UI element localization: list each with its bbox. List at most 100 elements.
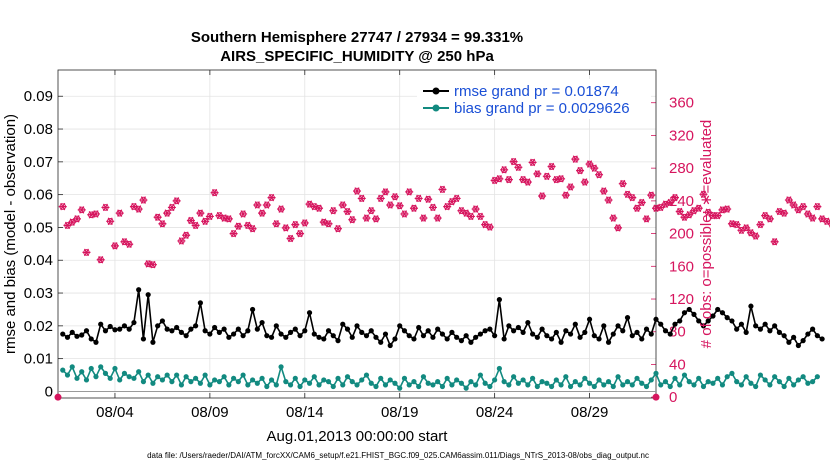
obs-evaluated-point (471, 205, 480, 213)
obs-evaluated-point (158, 220, 167, 228)
rmse-point (411, 336, 417, 342)
y-tick-label: 0.09 (24, 88, 53, 105)
y-tick-label: 0.04 (24, 252, 53, 269)
obs-evaluated-point (424, 195, 433, 204)
bias-point (330, 383, 336, 390)
rmse-point (249, 306, 256, 313)
obs-evaluated-point (557, 175, 566, 183)
y2-tick-label: 160 (669, 258, 694, 275)
obs-count-series (54, 155, 830, 401)
rmse-point (416, 324, 422, 331)
obs-evaluated-point (234, 222, 243, 230)
rmse-point (473, 334, 479, 340)
bias-point (686, 379, 692, 385)
rmse-point (553, 329, 559, 335)
obs-evaluated-point (353, 187, 361, 195)
obs-evaluated-point (576, 166, 585, 175)
rmse-point (207, 331, 213, 337)
y2-tick-label: 200 (669, 226, 694, 243)
obs-evaluated-point (348, 215, 357, 224)
bias-point (102, 370, 109, 376)
obs-evaluated-point (784, 196, 793, 204)
rmse-point (800, 338, 806, 344)
bias-point (477, 372, 483, 378)
bias-point (283, 379, 289, 385)
rmse-point (753, 323, 759, 329)
rmse-point (572, 321, 578, 327)
rmse-point (672, 321, 678, 327)
bias-point (463, 385, 469, 391)
bias-point (715, 375, 721, 381)
obs-evaluated-point (229, 229, 238, 238)
obs-zero-marker-left (54, 393, 62, 401)
rmse-point (634, 329, 640, 335)
rmse-point (530, 331, 536, 337)
rmse-point (786, 339, 792, 345)
rmse-point (79, 332, 85, 338)
bias-point (648, 377, 654, 383)
rmse-point (69, 329, 75, 335)
bias-point (435, 379, 441, 385)
rmse-point (686, 306, 692, 313)
bias-point (325, 379, 332, 385)
rmse-point (278, 331, 284, 337)
bias-point (231, 375, 237, 381)
bias-point (235, 379, 241, 385)
obs-evaluated-point (675, 207, 684, 216)
rmse-point (368, 328, 374, 334)
obs-evaluated-point (481, 220, 490, 229)
bias-point (397, 385, 403, 391)
rmse-point (482, 328, 488, 334)
obs-evaluated-point (106, 217, 115, 226)
plot-frame (57, 69, 657, 399)
obs-evaluated-point (376, 194, 385, 203)
rmse-point (231, 331, 237, 337)
bias-point (786, 375, 792, 381)
obs-evaluated-point (580, 178, 589, 186)
obs-evaluated-point (699, 190, 708, 199)
obs-evaluated-point (794, 206, 803, 214)
bias-point (605, 379, 612, 385)
obs-evaluated-point (72, 215, 81, 223)
rmse-point (795, 342, 801, 349)
rmse-point (297, 333, 303, 339)
bias-point (643, 383, 650, 390)
obs-evaluated-point (414, 194, 423, 203)
bias-point (620, 382, 626, 388)
rmse-point (382, 331, 389, 337)
bias-point (178, 382, 184, 388)
rmse-point (169, 328, 175, 334)
bias-point (734, 379, 740, 385)
obs-zero-marker-right (652, 393, 660, 401)
obs-evaluated-point (514, 163, 523, 172)
obs-evaluated-point (253, 201, 262, 209)
bias-point (558, 382, 564, 388)
obs-evaluated-point (528, 158, 537, 167)
bias-point (411, 379, 417, 385)
obs-evaluated-point (272, 220, 281, 228)
rmse-point (444, 336, 450, 342)
bias-point (278, 364, 284, 370)
obs-evaluated-point (495, 175, 504, 183)
x-tick-label: 08/29 (571, 404, 609, 421)
y2-tick-label: 0 (669, 389, 677, 406)
bias-point (74, 375, 80, 381)
obs-evaluated-point (538, 192, 547, 200)
rmse-point (344, 326, 351, 332)
rmse-point (781, 333, 787, 339)
bias-point (207, 382, 213, 388)
obs-evaluated-point (110, 242, 119, 250)
rmse-bias-series (58, 287, 825, 392)
obs-evaluated-point (457, 206, 466, 215)
bias-point (79, 369, 85, 375)
bias-point (515, 380, 521, 386)
bias-point (639, 380, 645, 386)
y-tick-label: 0.02 (24, 318, 53, 335)
obs-evaluated-point (780, 209, 789, 217)
rmse-point (98, 321, 104, 327)
bias-point (112, 365, 118, 372)
bias-point (762, 377, 768, 383)
rmse-point (539, 326, 545, 332)
rmse-point (378, 339, 384, 345)
